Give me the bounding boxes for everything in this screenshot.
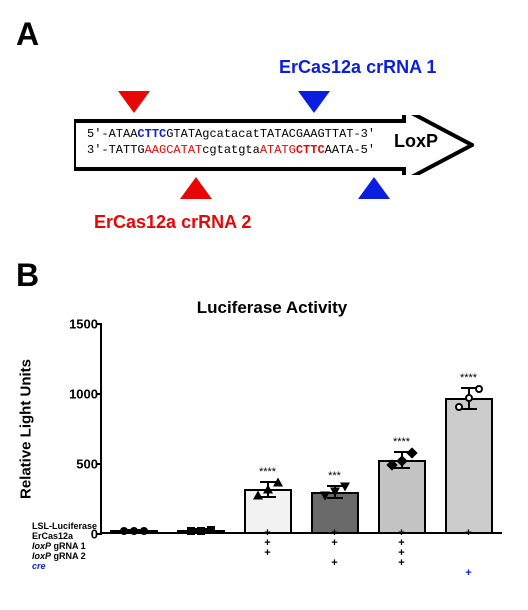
panel-a-label: A: [16, 16, 516, 53]
data-point-marker: [273, 478, 283, 487]
data-point-marker: [475, 385, 483, 393]
data-point-marker: [253, 490, 263, 499]
cut-triangle-icon: [118, 91, 150, 113]
chart-title: Luciferase Activity: [32, 298, 512, 318]
bar: [378, 460, 426, 534]
y-axis-label: Relative Light Units: [18, 359, 35, 499]
panel-b-label: B: [16, 257, 516, 294]
sequence-top: 5'-ATAACTTCGTATAgcatacatTATACGAAGTTAT-3': [87, 127, 375, 141]
cut-triangle-icon: [298, 91, 330, 113]
crrna1-label: ErCas12a crRNA 1: [279, 57, 436, 78]
plot-area: Relative Light Units *************** 050…: [32, 324, 512, 534]
panel-a-diagram: ErCas12a crRNA 1 ErCas12a crRNA 2 LoxP 5…: [34, 57, 494, 237]
data-point-marker: [388, 461, 396, 469]
condition-plus: +: [197, 527, 203, 539]
y-tick-label: 1000: [69, 387, 98, 402]
bar: [445, 398, 493, 534]
cut-triangle-icon: [180, 177, 212, 199]
y-tick-label: 1500: [69, 317, 98, 332]
condition-plus: +: [264, 547, 270, 559]
data-point-marker: [120, 527, 128, 535]
condition-label: cre: [32, 562, 98, 572]
cut-triangle-icon: [358, 177, 390, 199]
condition-plus: +: [465, 527, 471, 539]
data-point-marker: [465, 394, 473, 402]
luciferase-chart: Luciferase Activity Relative Light Units…: [32, 298, 512, 598]
significance-label: ****: [460, 372, 477, 384]
condition-plus: +: [331, 557, 337, 569]
data-point-marker: [207, 526, 215, 534]
data-point-marker: [187, 527, 195, 535]
condition-plus: +: [465, 567, 471, 579]
data-point-marker: [140, 527, 148, 535]
bars-group: ***************: [100, 324, 502, 534]
significance-label: ****: [259, 466, 276, 478]
condition-plus: +: [331, 537, 337, 549]
data-point-marker: [330, 488, 340, 497]
condition-plus: +: [398, 557, 404, 569]
sequence-bottom: 3'-TATTGAAGCATATcgtatgtaATATGCTTCAATA-5': [87, 143, 375, 157]
error-cap: [461, 408, 477, 410]
data-point-marker: [398, 457, 406, 465]
data-point-marker: [320, 492, 330, 501]
crrna2-label: ErCas12a crRNA 2: [94, 212, 251, 233]
data-point-marker: [340, 483, 350, 492]
data-point-marker: [408, 449, 416, 457]
condition-table: LSL-Luciferase+++++ErCas12a+++loxP gRNA …: [32, 522, 98, 572]
data-point-marker: [130, 527, 138, 535]
data-point-marker: [263, 484, 273, 493]
data-point-marker: [455, 403, 463, 411]
y-tick-label: 500: [76, 457, 98, 472]
condition-row: cre+: [32, 562, 98, 572]
significance-label: ****: [393, 436, 410, 448]
significance-label: ***: [328, 470, 341, 482]
loxp-label: LoxP: [394, 131, 438, 152]
